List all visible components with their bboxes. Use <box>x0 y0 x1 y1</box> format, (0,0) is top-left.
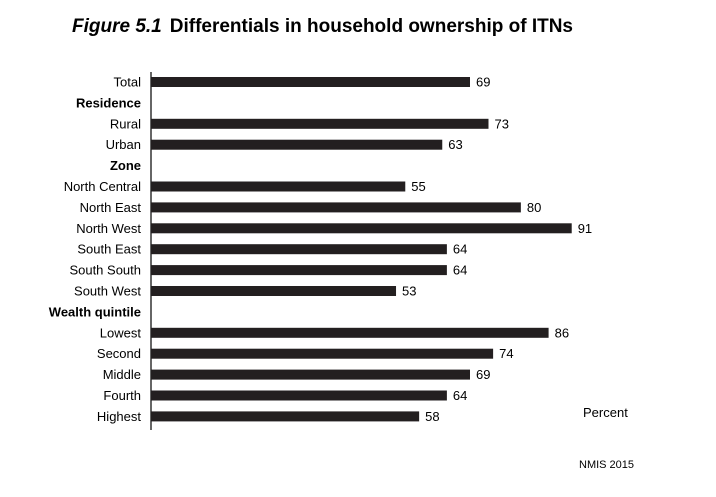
category-label: Second <box>97 346 141 361</box>
data-label: 53 <box>402 284 416 299</box>
bar <box>151 244 447 255</box>
bar <box>151 265 447 276</box>
category-label: Fourth <box>103 388 141 403</box>
data-label: 80 <box>527 200 541 215</box>
unit-label: Percent <box>583 405 628 420</box>
data-label: 69 <box>476 75 490 90</box>
bar <box>151 77 470 87</box>
bar <box>151 369 470 380</box>
category-label: Middle <box>103 367 141 382</box>
category-label: Lowest <box>100 325 142 340</box>
category-label: North Central <box>64 179 141 194</box>
category-header: Wealth quintile <box>49 304 141 319</box>
category-header: Zone <box>110 158 141 173</box>
bar <box>151 202 521 213</box>
bar <box>151 411 420 422</box>
bar <box>151 181 406 192</box>
category-label: North West <box>76 221 141 236</box>
data-label: 91 <box>578 221 592 236</box>
bar <box>151 327 549 338</box>
data-label: 58 <box>425 409 439 424</box>
category-label: Total <box>114 75 142 90</box>
bar <box>151 286 397 296</box>
data-label: 86 <box>555 325 569 340</box>
data-label: 69 <box>476 367 490 382</box>
category-label: South West <box>74 284 141 299</box>
category-label: Rural <box>110 116 141 131</box>
category-label: Highest <box>97 409 141 424</box>
bar <box>151 223 572 234</box>
bar <box>151 348 494 359</box>
category-label: South East <box>77 242 141 257</box>
source-note: NMIS 2015 <box>579 459 635 471</box>
category-header: Residence <box>76 95 141 110</box>
category-label: North East <box>80 200 142 215</box>
data-label: 64 <box>453 388 467 403</box>
category-label: South South <box>69 263 141 278</box>
data-label: 64 <box>453 242 467 257</box>
data-label: 74 <box>499 346 513 361</box>
chart-title: Figure 5.1 Differentials in household own… <box>72 16 573 38</box>
data-label: 64 <box>453 263 467 278</box>
category-label: Urban <box>106 137 141 152</box>
bar <box>151 118 489 129</box>
data-label: 63 <box>448 137 462 152</box>
data-label: 55 <box>411 179 425 194</box>
data-label: 73 <box>494 116 508 131</box>
figure-number: Figure 5.1 <box>72 16 162 37</box>
bar <box>151 139 443 150</box>
title-text: Differentials in household ownership of … <box>169 16 573 37</box>
bar <box>151 390 447 401</box>
